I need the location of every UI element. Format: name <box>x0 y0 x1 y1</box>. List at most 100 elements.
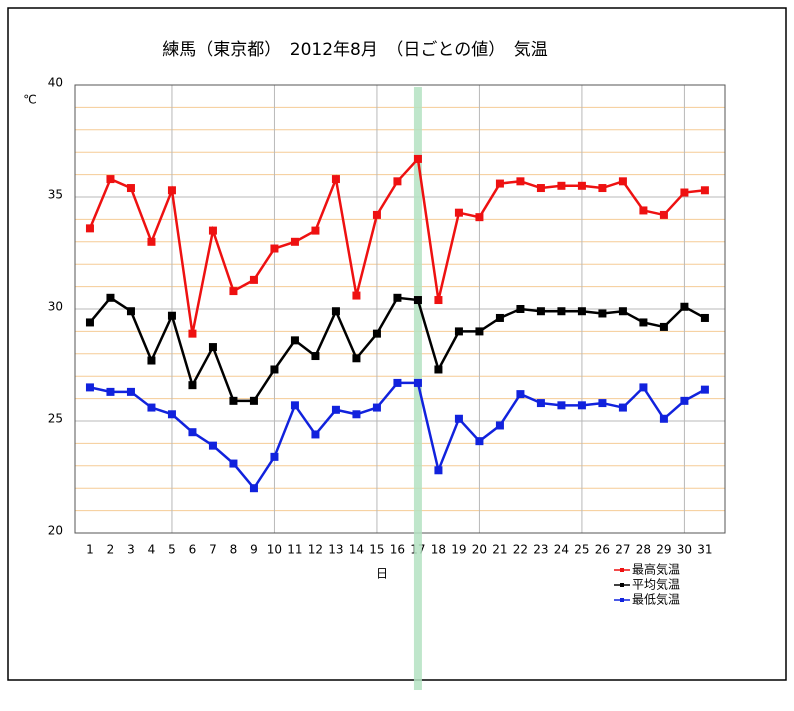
point <box>536 399 545 408</box>
point <box>249 484 258 493</box>
x-tick-label: 5 <box>168 543 176 557</box>
point <box>454 414 463 423</box>
point <box>188 329 197 338</box>
point <box>229 396 238 405</box>
point <box>598 184 607 193</box>
point <box>557 401 566 410</box>
y-axis-label: ℃ <box>23 93 36 107</box>
point <box>618 403 627 412</box>
point <box>618 177 627 186</box>
point <box>475 327 484 336</box>
point <box>659 210 668 219</box>
x-tick-label: 24 <box>554 543 569 557</box>
point <box>126 387 135 396</box>
x-tick-label: 30 <box>677 543 692 557</box>
plot-border <box>74 84 726 534</box>
point <box>208 441 217 450</box>
point <box>208 343 217 352</box>
point <box>331 175 340 184</box>
point <box>249 275 258 284</box>
point <box>557 181 566 190</box>
x-tick-label: 26 <box>595 543 610 557</box>
point <box>270 452 279 461</box>
point <box>270 244 279 253</box>
x-tick-label: 21 <box>492 543 507 557</box>
point <box>516 177 525 186</box>
point <box>475 437 484 446</box>
x-tick-label: 13 <box>328 543 343 557</box>
x-tick-label: 10 <box>267 543 282 557</box>
point <box>188 381 197 390</box>
y-tick-label: 25 <box>48 412 63 426</box>
x-tick-label: 20 <box>472 543 487 557</box>
point <box>229 459 238 468</box>
x-tick-label: 7 <box>209 543 217 557</box>
point <box>106 293 115 302</box>
point <box>434 365 443 374</box>
point <box>229 287 238 296</box>
point <box>393 177 402 186</box>
y-tick-label: 30 <box>48 300 63 314</box>
legend-label: 最低気温 <box>632 592 680 607</box>
point <box>700 385 709 394</box>
point <box>126 184 135 193</box>
point <box>495 313 504 322</box>
x-tick-label: 27 <box>615 543 630 557</box>
x-tick-label: 12 <box>308 543 323 557</box>
point <box>270 365 279 374</box>
point <box>413 154 422 163</box>
x-tick-label: 6 <box>189 543 197 557</box>
x-tick-label: 11 <box>287 543 302 557</box>
x-tick-label: 15 <box>369 543 384 557</box>
point <box>536 184 545 193</box>
point <box>126 307 135 316</box>
point <box>311 352 320 361</box>
x-tick-label: 16 <box>390 543 405 557</box>
point <box>352 410 361 419</box>
x-tick-label: 19 <box>451 543 466 557</box>
point <box>147 356 156 365</box>
x-tick-label: 28 <box>636 543 651 557</box>
legend-marker <box>620 583 624 587</box>
point <box>188 428 197 437</box>
point <box>577 307 586 316</box>
point <box>147 403 156 412</box>
x-tick-label: 25 <box>574 543 589 557</box>
point <box>680 188 689 197</box>
x-tick-label: 22 <box>513 543 528 557</box>
point <box>495 421 504 430</box>
point <box>639 383 648 392</box>
point <box>577 181 586 190</box>
point <box>290 336 299 345</box>
point <box>372 403 381 412</box>
point <box>290 237 299 246</box>
x-axis-label: 日 <box>376 567 388 581</box>
point <box>393 378 402 387</box>
point <box>680 302 689 311</box>
point <box>167 186 176 195</box>
x-tick-label: 18 <box>431 543 446 557</box>
highlight-band <box>413 87 422 690</box>
legend-marker <box>620 598 624 602</box>
legend-label: 最高気温 <box>632 562 680 577</box>
y-tick-label: 35 <box>48 188 63 202</box>
point <box>434 296 443 305</box>
point <box>577 401 586 410</box>
x-tick-label: 3 <box>127 543 135 557</box>
x-tick-label: 29 <box>656 543 671 557</box>
point <box>475 213 484 222</box>
point <box>352 291 361 300</box>
point <box>208 226 217 235</box>
y-tick-label: 20 <box>48 524 63 538</box>
point <box>147 237 156 246</box>
point <box>331 307 340 316</box>
point <box>413 378 422 387</box>
point <box>372 329 381 338</box>
point <box>167 410 176 419</box>
point <box>249 396 258 405</box>
x-tick-label: 31 <box>697 543 712 557</box>
point <box>454 208 463 217</box>
point <box>352 354 361 363</box>
point <box>598 309 607 318</box>
